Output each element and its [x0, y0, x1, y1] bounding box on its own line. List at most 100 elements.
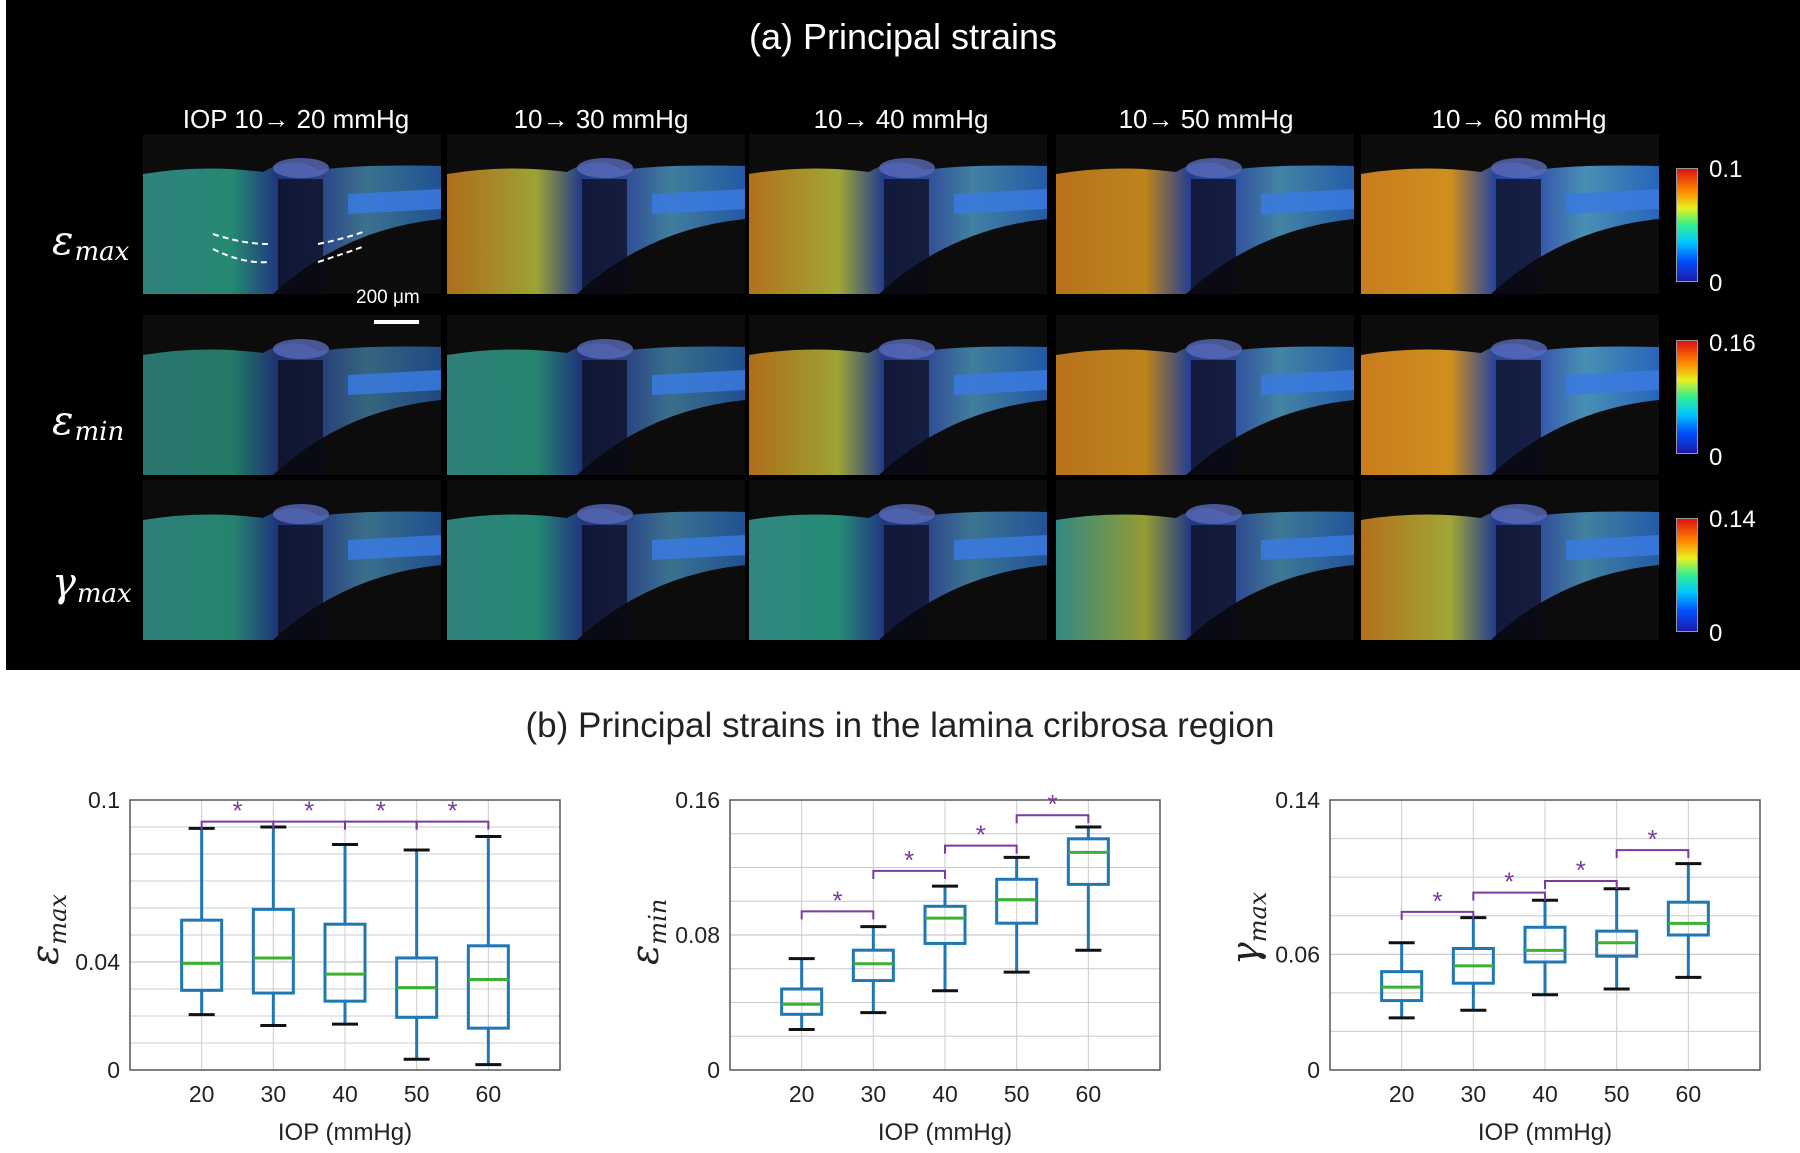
significance-bracket: * [1472, 867, 1546, 901]
box-60 [1066, 825, 1110, 952]
plot-frame [129, 799, 561, 1071]
colorbar-emax-min: 0 [1709, 270, 1723, 297]
box-50 [1595, 887, 1639, 991]
strain-map-emin-10-40 [749, 315, 1047, 475]
box-60 [1666, 862, 1710, 979]
x-tick-label: 30 [261, 1081, 287, 1107]
box-iqr [251, 907, 295, 995]
box-iqr [995, 877, 1039, 925]
x-tick-label: 20 [189, 1081, 215, 1107]
colorbar-gmax-max: 0.14 [1709, 506, 1756, 533]
x-tick-label: 60 [1676, 1081, 1702, 1107]
y-tick-label: 0 [107, 1057, 120, 1083]
significance-star: * [1504, 867, 1514, 897]
bracket-line [1400, 910, 1475, 920]
box-iqr [323, 922, 367, 1003]
strain-map-emax-10-20 [143, 134, 441, 294]
y-tick-label: 0.04 [75, 949, 120, 975]
bracket-line [1615, 849, 1690, 859]
bracket-line [944, 844, 1018, 854]
box-iqr [180, 918, 224, 992]
colorbar-emin [1676, 340, 1698, 454]
strain-map-gmax-10-30 [447, 480, 745, 640]
strain-map-emin-10-30 [447, 315, 745, 475]
strain-map-emax-10-60 [1361, 134, 1659, 294]
significance-star: * [376, 796, 386, 826]
box-30 [1451, 916, 1495, 1012]
x-axis-label: IOP (mmHg) [1478, 1119, 1612, 1146]
box-iqr [780, 987, 824, 1016]
significance-bracket: * [800, 885, 875, 920]
x-tick-label: 40 [332, 1081, 358, 1107]
strain-map-emin-10-60 [1361, 315, 1659, 475]
column-label-50: 10→ 50 mmHg [1118, 104, 1294, 134]
bracket-line [800, 910, 875, 920]
y-axis-label: εmin [623, 899, 672, 965]
colorbar-gmax-min: 0 [1709, 620, 1723, 647]
colorbar-emin-max: 0.16 [1709, 330, 1756, 357]
x-tick-label: 60 [1076, 1081, 1102, 1107]
strain-map-emax-10-30 [447, 134, 745, 294]
colorbar-emax [1676, 168, 1698, 282]
panel-a-strain-maps: (a) Principal strains IOP 10→ 20 mmHg 10… [6, 0, 1800, 670]
significance-bracket: * [1615, 824, 1690, 859]
bracket-line [1544, 880, 1618, 889]
strain-map-emax-10-40 [749, 134, 1047, 294]
significance-star: * [976, 820, 986, 850]
chart-emin: 0 0.08 0.16 20 30 40 50 60 IOP (mmHg) εmin * * * * [623, 787, 1161, 1146]
y-tick-label: 0.1 [88, 787, 120, 813]
column-label-40: 10→ 40 mmHg [813, 104, 989, 134]
y-tick-label: 0 [707, 1057, 720, 1083]
row-label-emax: εmax [52, 218, 130, 267]
significance-bracket: * [1015, 789, 1090, 824]
x-axis-label: IOP (mmHg) [878, 1119, 1012, 1146]
x-tick-label: 50 [404, 1081, 430, 1107]
significance-bracket: * [872, 845, 946, 879]
significance-bracket: * [415, 796, 490, 830]
bracket-line [1015, 814, 1090, 824]
column-label-60: 10→ 60 mmHg [1431, 104, 1607, 134]
strain-map-emin-10-20 [143, 315, 441, 475]
panel-b-title: (b) Principal strains in the lamina crib… [525, 706, 1275, 745]
significance-bracket: * [1400, 886, 1475, 920]
strain-map-gmax-10-50 [1056, 480, 1354, 640]
x-tick-label: 40 [932, 1081, 958, 1107]
box-50 [395, 848, 439, 1061]
scale-bar [374, 320, 419, 324]
chart-gmax: 0 0.06 0.14 20 30 40 50 60 IOP (mmHg) γmax * * * * [1223, 787, 1761, 1146]
chart-emax: 0 0.04 0.1 20 30 40 50 60 IOP (mmHg) εmax * * * * [23, 787, 561, 1146]
strain-map-gmax-10-20 [143, 480, 441, 640]
x-tick-label: 50 [1004, 1081, 1030, 1107]
colorbar-gmax [1676, 518, 1698, 632]
box-60 [466, 834, 510, 1067]
significance-star: * [447, 796, 457, 826]
box-50 [995, 855, 1039, 974]
significance-star: * [832, 885, 842, 915]
bracket-line [415, 820, 490, 830]
significance-star: * [304, 796, 314, 826]
y-axis-label: γmax [1223, 891, 1272, 965]
box-iqr [466, 944, 510, 1030]
significance-star: * [1647, 824, 1657, 854]
box-iqr [1066, 837, 1110, 886]
box-20 [1380, 941, 1424, 1020]
column-label-30: 10→ 30 mmHg [513, 104, 689, 134]
significance-star: * [904, 845, 914, 875]
y-axis-label: εmax [23, 894, 72, 965]
significance-star: * [1576, 855, 1586, 885]
box-iqr [1666, 900, 1710, 937]
bracket-line [872, 869, 946, 879]
x-tick-label: 60 [476, 1081, 502, 1107]
plot-frame [1329, 799, 1761, 1071]
significance-star: * [1047, 789, 1057, 819]
y-tick-label: 0.06 [1275, 941, 1320, 967]
significance-star: * [1432, 886, 1442, 916]
bracket-line [1472, 891, 1546, 901]
box-30 [851, 925, 895, 1015]
y-tick-label: 0.14 [1275, 787, 1320, 813]
strain-map-emax-10-50 [1056, 134, 1354, 294]
box-iqr [1523, 925, 1567, 964]
row-label-emin: εmin [52, 398, 125, 447]
x-tick-label: 20 [789, 1081, 815, 1107]
box-40 [923, 884, 967, 993]
